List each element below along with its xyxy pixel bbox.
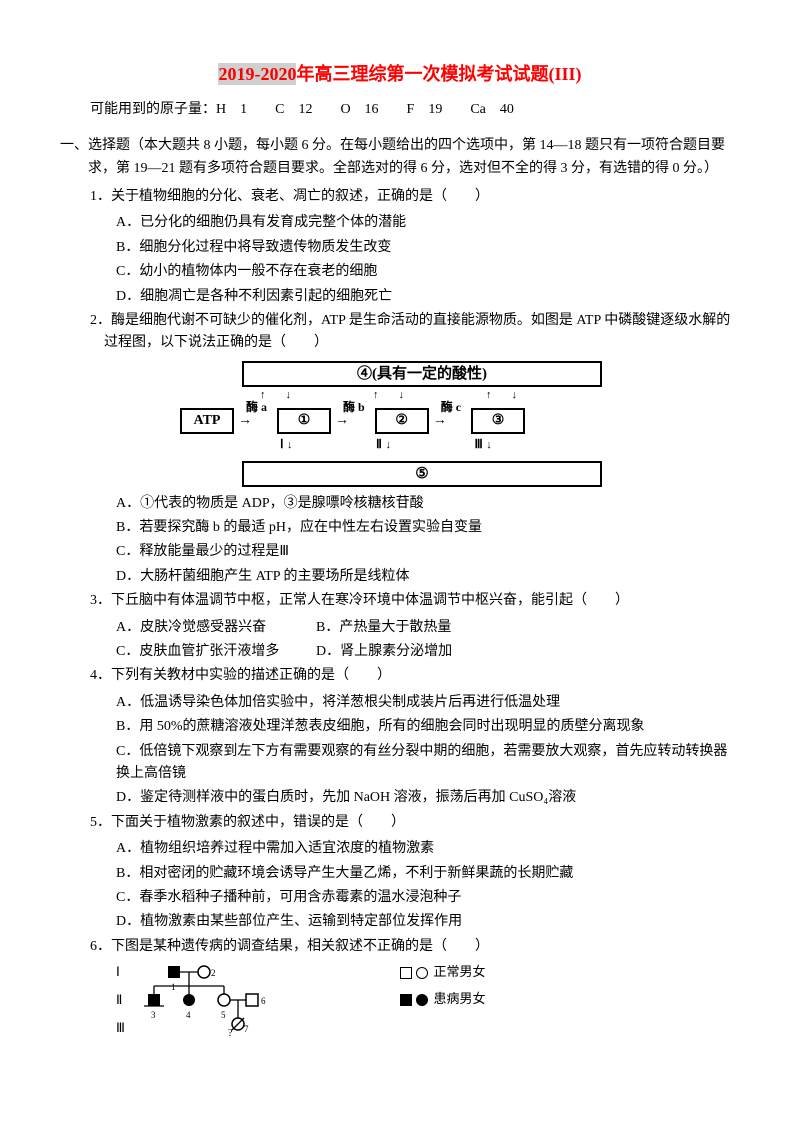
roman-3: Ⅲ [474, 437, 482, 451]
q4-opt-a: A．低温诱导染色体加倍实验中，将洋葱根尖制成装片后再进行低温处理 [116, 692, 740, 714]
question-1: 1．关于植物细胞的分化、衰老、凋亡的叙述，正确的是（ ） [90, 186, 740, 208]
q2-opt-d: D．大肠杆菌细胞产生 ATP 的主要场所是线粒体 [116, 566, 740, 588]
gen-1: Ⅰ [116, 964, 120, 979]
svg-text:5: 5 [221, 1010, 226, 1020]
q3-opt-c: C．皮肤血管扩张汗液增多 [116, 641, 316, 663]
q1-opt-a: A．已分化的细胞仍具有发育成完整个体的潜能 [116, 212, 740, 234]
title-rest: 年高三理综第一次模拟考试试题(III) [296, 64, 581, 84]
enzyme-c: 酶 c [441, 398, 461, 417]
pedigree-diagram: Ⅰ 1 2 Ⅱ 3 4 5 6 Ⅲ ? 7 正常男女 患病男女 [116, 962, 740, 1036]
enzyme-a: 酶 a [246, 398, 267, 417]
question-3: 3．下丘脑中有体温调节中枢，正常人在寒冷环境中体温调节中枢兴奋，能引起（ ） [90, 590, 740, 612]
q3-opt-a: A．皮肤冷觉感受器兴奋 [116, 617, 316, 639]
q5-opt-c: C．春季水稻种子播种前，可用含赤霉素的温水浸泡种子 [116, 887, 740, 909]
q1-opt-b: B．细胞分化过程中将导致遗传物质发生改变 [116, 237, 740, 259]
circle-filled-icon [416, 994, 428, 1006]
q4-opt-d: D．鉴定待测样液中的蛋白质时，先加 NaOH 溶液，振荡后再加 CuSO₄溶液 [116, 787, 740, 809]
q1-opt-d: D．细胞凋亡是各种不利因素引起的细胞死亡 [116, 286, 740, 308]
page-title: 2019-2020年高三理综第一次模拟考试试题(III) [60, 60, 740, 89]
title-highlight: 2019-2020 [218, 63, 296, 85]
cell-2: ② [375, 408, 429, 434]
q3-opt-b: B．产热量大于散热量 [316, 617, 451, 639]
gen-3: Ⅲ [116, 1020, 125, 1035]
svg-text:7: 7 [244, 1024, 249, 1034]
svg-text:3: 3 [151, 1010, 156, 1020]
roman-2: Ⅱ [376, 437, 382, 451]
circle-icon [416, 967, 428, 979]
diagram-bottom-box: ⑤ [242, 461, 602, 487]
q5-opt-d: D．植物激素由某些部位产生、运输到特定部位发挥作用 [116, 911, 740, 933]
pedigree-legend: 正常男女 患病男女 [400, 962, 486, 1016]
q3-row1: A．皮肤冷觉感受器兴奋B．产热量大于散热量 [116, 617, 740, 639]
pedigree-svg: Ⅰ 1 2 Ⅱ 3 4 5 6 Ⅲ ? 7 [116, 962, 366, 1036]
q4-opt-b: B．用 50%的蔗糖溶液处理洋葱表皮细胞，所有的细胞会同时出现明显的质壁分离现象 [116, 716, 740, 738]
atp-diagram: ④(具有一定的酸性) ↑↓ ↑↓ ↑↓ ATP → 酶 a ① → 酶 b ② … [180, 361, 740, 487]
q1-opt-c: C．幼小的植物体内一般不存在衰老的细胞 [116, 261, 740, 283]
svg-text:4: 4 [186, 1010, 191, 1020]
q2-opt-b: B．若要探究酶 b 的最适 pH，应在中性左右设置实验自变量 [116, 517, 740, 539]
svg-text:1: 1 [171, 982, 176, 992]
q5-opt-b: B．相对密闭的贮藏环境会诱导产生大量乙烯，不利于新鲜果蔬的长期贮藏 [116, 863, 740, 885]
q5-opt-a: A．植物组织培养过程中需加入适宜浓度的植物激素 [116, 838, 740, 860]
atp-cell: ATP [180, 408, 234, 434]
question-4: 4．下列有关教材中实验的描述正确的是（ ） [90, 665, 740, 687]
svg-text:6: 6 [261, 996, 266, 1006]
q2-opt-c: C．释放能量最少的过程是Ⅲ [116, 541, 740, 563]
svg-text:2: 2 [211, 968, 216, 978]
atomic-masses: 可能用到的原子量：H 1 C 12 O 16 F 19 Ca 40 [90, 99, 740, 121]
q4-opt-c: C．低倍镜下观察到左下方有需要观察的有丝分裂中期的细胞，若需要放大观察，首先应转… [116, 741, 740, 786]
legend-affected: 患病男女 [434, 991, 486, 1006]
q3-opt-d: D．肾上腺素分泌增加 [316, 641, 452, 663]
gen-2: Ⅱ [116, 992, 122, 1007]
question-2: 2．酶是细胞代谢不可缺少的催化剂，ATP 是生命活动的直接能源物质。如图是 AT… [90, 310, 740, 355]
square-filled-icon [400, 994, 412, 1006]
question-6: 6．下图是某种遗传病的调查结果，相关叙述不正确的是（ ） [90, 936, 740, 958]
enzyme-b: 酶 b [343, 398, 365, 417]
diagram-top-box: ④(具有一定的酸性) [242, 361, 602, 387]
cell-1: ① [277, 408, 331, 434]
question-5: 5．下面关于植物激素的叙述中，错误的是（ ） [90, 812, 740, 834]
q2-opt-a: A．①代表的物质是 ADP，③是腺嘌呤核糖核苷酸 [116, 493, 740, 515]
cell-3: ③ [471, 408, 525, 434]
section-heading: 一、选择题（本大题共 8 小题，每小题 6 分。在每小题给出的四个选项中，第 1… [60, 135, 740, 180]
svg-text:?: ? [228, 1028, 233, 1036]
q3-row2: C．皮肤血管扩张汗液增多D．肾上腺素分泌增加 [116, 641, 740, 663]
square-icon [400, 967, 412, 979]
roman-1: Ⅰ [280, 437, 284, 451]
legend-normal: 正常男女 [434, 964, 486, 979]
